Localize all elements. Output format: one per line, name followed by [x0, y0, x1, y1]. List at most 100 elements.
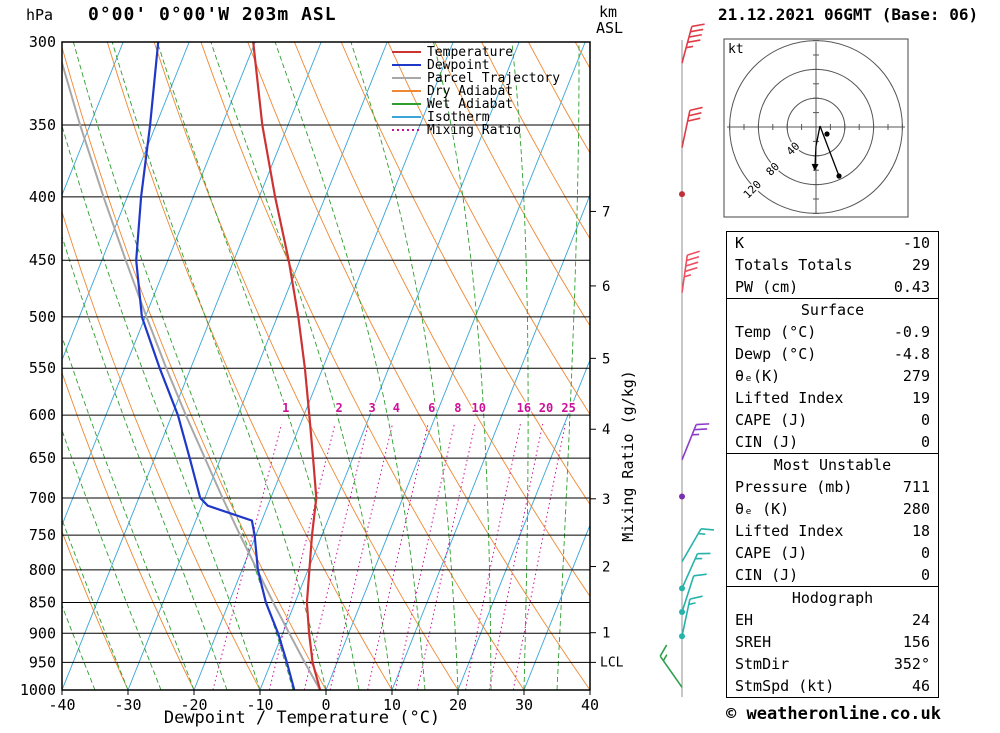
stats-row: SREH 156 [727, 631, 938, 653]
wet-adiabat-line [62, 429, 162, 690]
stats-value: 19 [911, 389, 930, 407]
stats-panel: K -10 Totals Totals 29 PW (cm) 0.43 Surface Tem… [726, 231, 939, 698]
stats-row: StmSpd (kt) 46 [727, 675, 938, 697]
stats-row: CIN (J) 0 [727, 431, 938, 453]
mixing-ratio-line [416, 423, 476, 690]
temp-tick-label: -40 [48, 696, 75, 714]
pressure-tick-label: 450 [29, 251, 56, 269]
pressure-tick-label: 600 [29, 406, 56, 424]
wet-adiabat-line [350, 42, 459, 690]
isotherm-line [457, 358, 590, 690]
stats-value: 711 [902, 478, 930, 496]
stats-table-hodograph: Hodograph EH 24 SREH 156 StmDir 352° StmSpd (kt… [726, 586, 939, 698]
legend-label: Dry Adiabat [427, 84, 513, 99]
hodograph-arrowhead [811, 163, 819, 171]
dry-adiabat-line [200, 42, 525, 690]
stats-row: Temp (°C) -0.9 [727, 321, 938, 343]
altitude-axis-unit-km: km [599, 3, 618, 21]
mixing-ratio-value-label: 8 [454, 401, 461, 415]
mixing-ratio-line [212, 423, 282, 690]
mixing-ratio-line [268, 423, 336, 690]
stats-row: Lifted Index 19 [727, 387, 938, 409]
stats-value: 279 [902, 367, 930, 385]
wind-barb [659, 644, 683, 688]
mixing-ratio-value-label: 6 [428, 401, 435, 415]
mixing-ratio-value-label: 25 [561, 401, 575, 415]
stats-value: -0.9 [893, 323, 930, 341]
altitude-axis: 1 2 3 4 5 6 7 LCL [590, 204, 624, 670]
pressure-tick-label: 350 [29, 116, 56, 134]
stats-row: PW (cm) 0.43 [727, 276, 938, 298]
hodograph-ring-label: 120 [741, 178, 764, 201]
stats-label: SREH [735, 633, 772, 651]
km-tick-label: 1 [602, 626, 610, 642]
isotherm-line [391, 193, 590, 690]
stats-row: EH 24 [727, 609, 938, 631]
wind-barb [679, 573, 707, 615]
stats-row: CAPE (J) 0 [727, 542, 938, 564]
mixing-ratio-line [394, 423, 455, 690]
temperature-curve [252, 42, 322, 690]
km-tick-label: 5 [602, 351, 610, 367]
stats-row: Pressure (mb) 711 [727, 476, 938, 498]
temp-tick-label: 0 [321, 696, 330, 714]
stats-label: θₑ(K) [735, 367, 781, 385]
mixing-ratio-line [329, 423, 393, 690]
stats-value: 29 [911, 256, 930, 274]
legend-label: Parcel Trajectory [427, 71, 560, 86]
wind-station-dot [679, 493, 685, 500]
pressure-tick-label: 800 [29, 561, 56, 579]
isotherm-line [62, 42, 322, 690]
dewpoint-curve [135, 42, 296, 690]
copyright: © weatheronline.co.uk [726, 704, 941, 724]
pressure-tick-label: 900 [29, 624, 56, 642]
km-tick-label: 4 [602, 422, 610, 438]
dry-adiabat-line [387, 42, 590, 416]
temp-tick-label: 40 [581, 696, 599, 714]
wind-barb [679, 191, 685, 198]
temp-tick-label: 10 [383, 696, 401, 714]
temp-tick-label: -30 [114, 696, 141, 714]
stats-value: 46 [911, 677, 930, 695]
temp-tick-label: 30 [515, 696, 533, 714]
run-datetime: 21.12.2021 06GMT (Base: 06) [718, 5, 979, 24]
station-title: 0°00' 0°00'W 203m ASL [88, 4, 337, 25]
wind-barb [679, 552, 711, 592]
hodograph-trace-branch [819, 125, 840, 177]
stats-label: Totals Totals [735, 256, 853, 274]
mixing-ratio-value-label: 10 [471, 401, 485, 415]
stats-row: Dewp (°C) -4.8 [727, 343, 938, 365]
stats-label: CAPE (J) [735, 411, 808, 429]
stats-value: 0 [920, 566, 930, 584]
mixing-ratio-value-label: 2 [335, 401, 342, 415]
stats-label: EH [735, 611, 754, 629]
hodograph-ring-label: 80 [764, 160, 783, 179]
stats-table-header: Most Unstable [773, 456, 892, 474]
parcel-trajectory-curve [62, 59, 321, 690]
isotherm-line [325, 42, 586, 690]
dry-adiabat-line [62, 530, 129, 690]
stats-value: 18 [911, 522, 930, 540]
stats-table-header: Surface [800, 301, 865, 319]
wet-adiabat-line [511, 42, 529, 690]
legend-label: Isotherm [427, 110, 490, 125]
pressure-tick-label: 850 [29, 594, 56, 612]
pressure-tick-label: 500 [29, 308, 56, 326]
mixing-ratio-value-label: 1 [282, 401, 289, 415]
isotherm-line [523, 523, 590, 690]
stats-label: Temp (°C) [735, 323, 817, 341]
stats-row: θₑ (K) 280 [727, 498, 938, 520]
wind-barb [681, 23, 705, 64]
stats-table-surface: Surface Temp (°C) -0.9 Dewp (°C) -4.8 θₑ(K) 27… [726, 298, 939, 454]
mixing-ratio-value-label: 3 [368, 401, 375, 415]
profiles [62, 42, 322, 690]
dry-adiabat-line [340, 42, 590, 506]
stats-value: 280 [902, 500, 930, 518]
km-tick-label: 2 [602, 560, 610, 576]
legend-label: Wet Adiabat [427, 97, 513, 112]
stats-label: Dewp (°C) [735, 345, 817, 363]
hodograph-trace [814, 125, 821, 167]
wet-adiabat-line [656, 42, 727, 690]
